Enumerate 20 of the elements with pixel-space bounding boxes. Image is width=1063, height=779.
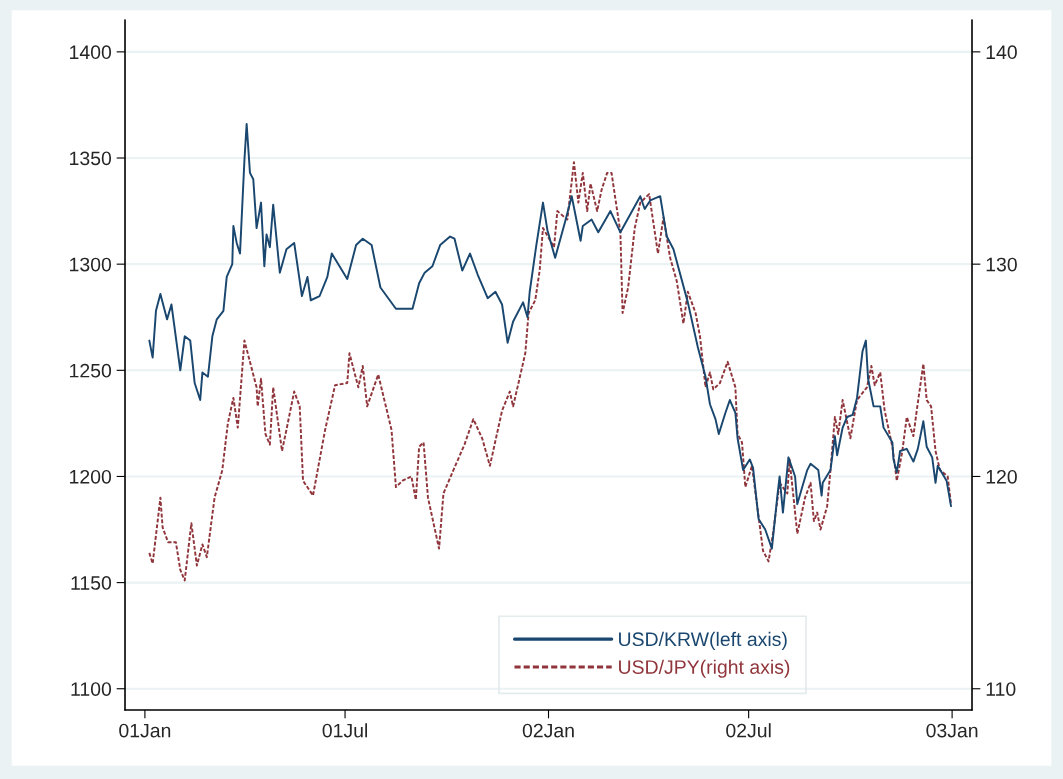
y-tick-label: 1250 xyxy=(70,363,112,378)
y2-tick-label: 140 xyxy=(986,45,1017,60)
y-tick-label: 1100 xyxy=(71,682,112,696)
text: USD/JPY(right axis) xyxy=(619,659,790,678)
x-tick-label: 03Jan xyxy=(926,723,978,738)
text: USD/KRW(left axis) xyxy=(619,631,787,650)
x-tick-label: 02Jul xyxy=(726,723,771,738)
x-tick-label: 01Jan xyxy=(119,723,171,738)
x-tick-label: 01Jul xyxy=(322,723,367,738)
y2-tick-label: 120 xyxy=(986,469,1017,484)
y-tick-label: 1400 xyxy=(70,45,112,60)
y-tick-label: 1200 xyxy=(70,469,112,484)
y-tick-label: 1350 xyxy=(70,151,112,166)
y-tick-label: 1300 xyxy=(70,257,112,272)
x-tick-label: 02Jan xyxy=(522,723,574,738)
line-series xyxy=(148,161,952,582)
line-series xyxy=(148,123,952,550)
y2-tick-label: 130 xyxy=(986,257,1017,272)
y-tick-label: 1150 xyxy=(71,576,112,590)
y2-tick-label: 110 xyxy=(986,682,1016,696)
